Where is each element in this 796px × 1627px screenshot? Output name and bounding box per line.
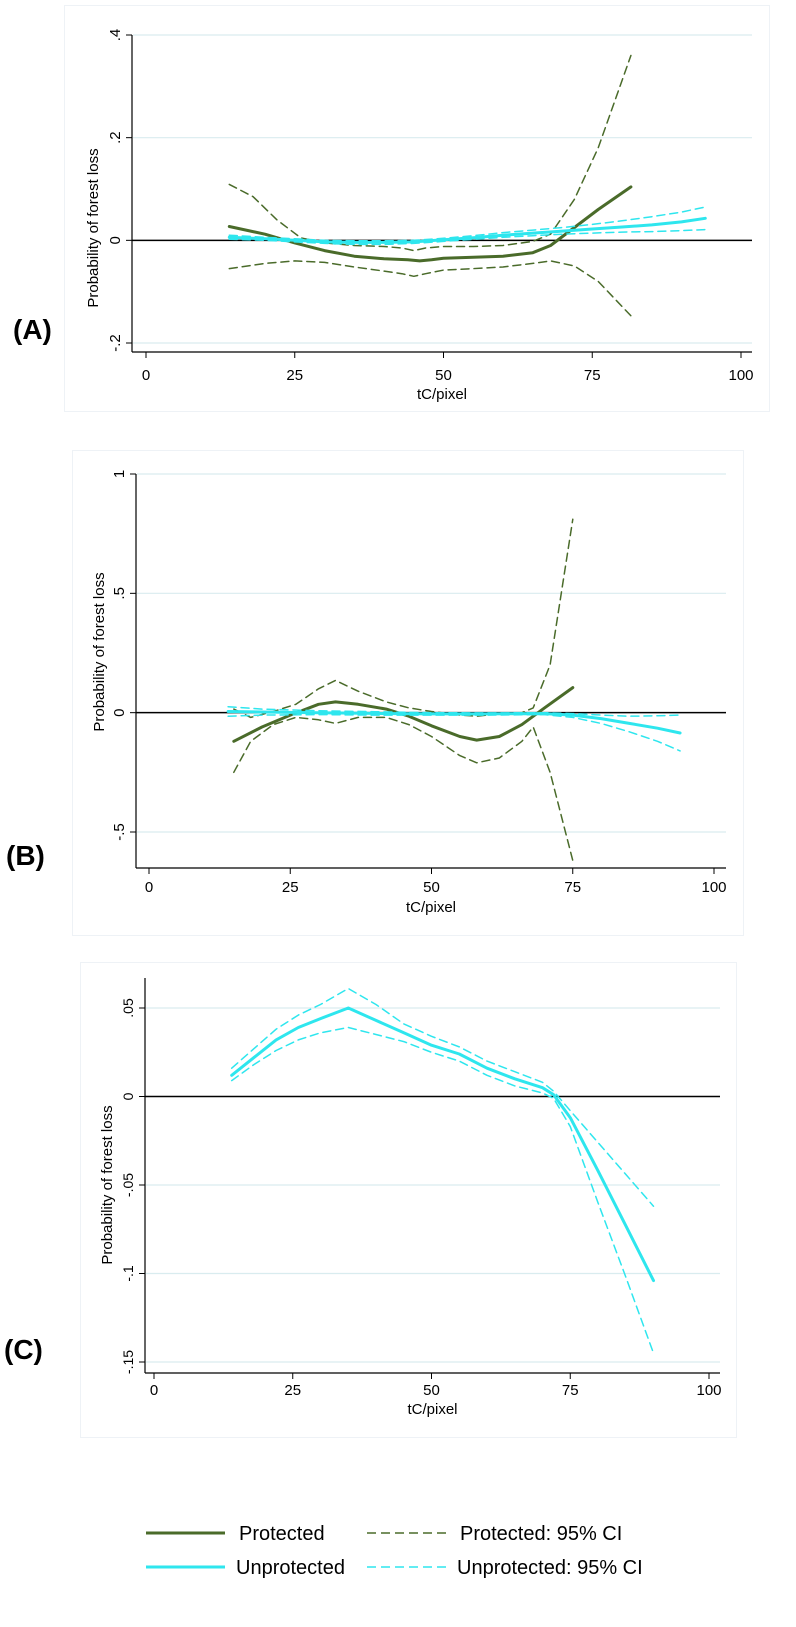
x-axis-label-c: tC/pixel <box>407 1401 457 1418</box>
y-tick-label-c-4: .05 <box>120 998 136 1018</box>
x-tick-label-c-0: 0 <box>150 1382 158 1399</box>
legend-label-protected-ci: Protected: 95% CI <box>460 1523 622 1545</box>
panel-b-label: (B) <box>6 840 45 871</box>
y-tick-label-a-1: 0 <box>107 236 124 244</box>
x-tick-label-b-2: 50 <box>423 879 440 896</box>
legend: Protected Protected: 95% CI Unprotected … <box>146 1523 643 1579</box>
series-b-unprotected-3 <box>226 710 682 735</box>
series-c-unprotected-ci-2 <box>230 1026 655 1354</box>
x-tick-label-b-0: 0 <box>145 879 153 896</box>
x-tick-label-a-3: 75 <box>584 367 601 384</box>
y-tick-label-a-2: .2 <box>107 131 124 144</box>
legend-label-unprotected: Unprotected <box>236 1557 345 1579</box>
x-tick-label-c-4: 100 <box>696 1382 721 1399</box>
x-axis-label-a: tC/pixel <box>417 386 467 403</box>
series-a-protected-0 <box>227 185 633 263</box>
y-tick-label-b-2: .5 <box>111 587 128 600</box>
x-axis-label-b: tC/pixel <box>406 899 456 916</box>
series-a-protected-ci-1 <box>228 54 632 252</box>
x-tick-label-c-3: 75 <box>562 1382 579 1399</box>
x-tick-label-c-2: 50 <box>423 1382 440 1399</box>
y-axis-label-b: Probability of forest loss <box>91 572 108 731</box>
x-tick-label-a-4: 100 <box>728 367 753 384</box>
x-tick-label-a-0: 0 <box>142 367 150 384</box>
x-tick-label-c-1: 25 <box>284 1382 301 1399</box>
legend-label-protected: Protected <box>239 1523 325 1545</box>
panel-a-frame <box>64 5 770 412</box>
panel-b-frame <box>72 450 744 936</box>
series-b-protected-ci-2 <box>233 716 574 862</box>
y-tick-label-b-3: 1 <box>111 470 128 478</box>
y-tick-label-a-3: .4 <box>107 29 124 42</box>
x-tick-label-b-3: 75 <box>564 879 581 896</box>
series-c-unprotected-0 <box>230 1006 655 1283</box>
series-a-protected-ci-2 <box>228 260 632 317</box>
x-tick-label-b-1: 25 <box>282 879 299 896</box>
series-a-unprotected-3 <box>227 216 707 244</box>
y-tick-label-a-0: -.2 <box>107 334 124 352</box>
y-tick-label-c-2: -.05 <box>120 1173 136 1197</box>
legend-item-unprotected-ci: Unprotected: 95% CI <box>367 1557 643 1579</box>
legend-item-unprotected: Unprotected <box>146 1557 345 1579</box>
x-tick-label-b-4: 100 <box>701 879 726 896</box>
series-b-unprotected-ci-4 <box>227 705 681 717</box>
series-a-unprotected-ci-4 <box>228 206 707 242</box>
legend-item-protected-ci: Protected: 95% CI <box>367 1523 622 1545</box>
y-tick-label-b-0: -.5 <box>111 823 128 841</box>
y-axis-label-c: Probability of forest loss <box>99 1105 116 1264</box>
panel-c-frame <box>80 962 737 1438</box>
y-axis-label-a: Probability of forest loss <box>85 148 102 307</box>
x-tick-label-a-1: 25 <box>286 367 303 384</box>
y-tick-label-c-1: -.1 <box>120 1265 136 1282</box>
series-a-unprotected-ci-5 <box>228 228 707 246</box>
series-b-unprotected-ci-5 <box>227 713 681 752</box>
legend-item-protected: Protected <box>146 1523 325 1545</box>
panel-c-label: (C) <box>4 1334 43 1365</box>
legend-label-unprotected-ci: Unprotected: 95% CI <box>457 1557 643 1579</box>
x-tick-label-a-2: 50 <box>435 367 452 384</box>
panel-a-label: (A) <box>13 314 52 345</box>
y-tick-label-c-0: -.15 <box>120 1350 136 1374</box>
series-c-unprotected-ci-1 <box>230 987 655 1207</box>
y-tick-label-b-1: 0 <box>111 708 128 716</box>
series-b-protected-ci-1 <box>233 518 574 719</box>
y-tick-label-c-3: 0 <box>120 1092 136 1100</box>
